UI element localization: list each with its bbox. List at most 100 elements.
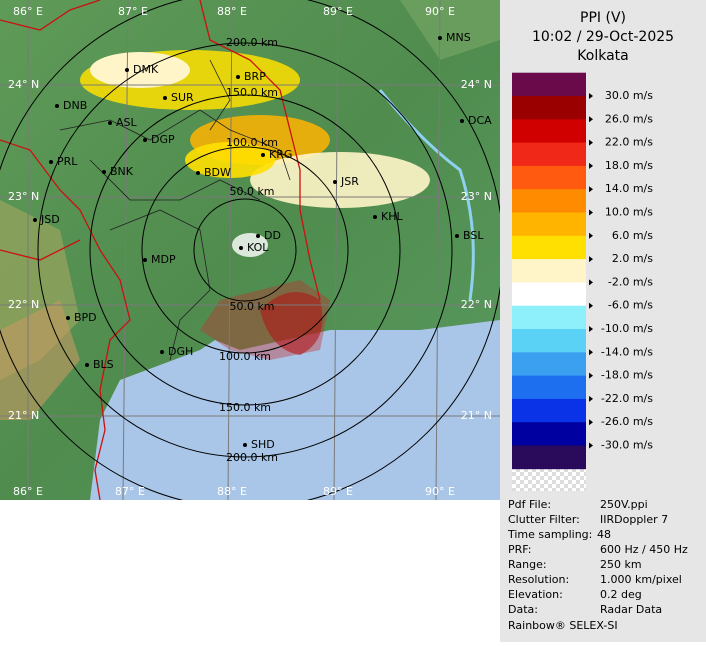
city-label: MNS [446,31,471,44]
city-label: ASL [116,116,138,129]
city-dot [243,443,247,447]
colorbar-swatch [512,305,586,330]
info-label: Range: [508,558,547,571]
city-dot [455,234,459,238]
colorbar-tick [589,442,593,449]
colorbar-tick [589,139,593,146]
lat-label: 24° N [8,78,39,91]
info-value: IIRDoppler 7 [600,513,668,526]
colorbar-label: 18.0 m/s [605,159,653,172]
city-label: BLS [93,358,114,371]
panel-title: PPI (V) [580,10,626,26]
colorbar-label: -10.0 m/s [601,322,653,335]
info-value: Radar Data [600,603,662,616]
info-value: 0.2 deg [600,588,642,601]
lat-label: 21° N [461,409,492,422]
info-value: 600 Hz / 450 Hz [600,543,688,556]
colorbar-swatch [512,142,586,167]
colorbar-tick [589,395,593,402]
city-label: SHD [251,438,275,451]
colorbar-tick [589,232,593,239]
city-dot [239,246,243,250]
panel-site: Kolkata [577,48,628,64]
colorbar-label: -22.0 m/s [601,392,653,405]
colorbar-label: 14.0 m/s [605,182,653,195]
city-label: DD [264,229,281,242]
city-label: DCA [468,114,492,127]
colorbar-label: -30.0 m/s [601,439,653,452]
colorbar-swatch [512,212,586,237]
city-label: BSL [463,229,484,242]
city-label: DGH [168,345,193,358]
city-dot [163,96,167,100]
colorbar-swatch [512,189,586,213]
colorbar-tick [589,372,593,379]
range-label: 100.0 km [219,350,271,363]
info-label: PRF: [508,543,531,556]
lat-label: 22° N [8,298,39,311]
city-label: BPD [74,311,97,324]
city-dot [196,171,200,175]
lon-label: 87° E [118,5,148,18]
colorbar-swatch [512,72,586,97]
city-dot [143,258,147,262]
city-label: DGP [151,133,175,146]
range-label: 150.0 km [219,401,271,414]
info-label: Data: [508,603,538,616]
city-dot [55,104,59,108]
city-dot [373,215,377,219]
colorbar-swatch [512,96,586,120]
lon-label: 89° E [323,5,353,18]
footer: Rainbow® SELEX-SI [508,619,618,632]
city-label: JSD [40,213,60,226]
colorbar-label: 10.0 m/s [605,206,653,219]
colorbar-swatch [512,259,586,283]
city-label: PRL [57,155,78,168]
colorbar-swatch [512,235,586,260]
city-dot [125,68,129,72]
lat-label: 22° N [461,298,492,311]
colorbar-tick [589,419,593,426]
colorbar-swatch [512,329,586,353]
city-dot [261,153,265,157]
colorbar-swatch [512,119,586,143]
city-dot [160,350,164,354]
colorbar-tick [589,302,593,309]
colorbar-swatch [512,375,586,400]
info-value: 48 [597,528,611,541]
info-label: Time sampling: [507,528,592,541]
range-label: 200.0 km [226,36,278,49]
colorbar-label: 30.0 m/s [605,89,653,102]
colorbar-swatch [512,352,586,376]
range-label: 100.0 km [226,136,278,149]
city-dot [143,138,147,142]
city-label: JSR [340,175,359,188]
colorbar-label: -2.0 m/s [608,275,653,288]
city-label: KRG [269,148,292,161]
lon-label: 90° E [425,485,455,498]
city-dot [108,121,112,125]
colorbar-tick [589,116,593,123]
city-dot [102,170,106,174]
colorbar-swatch [512,165,586,190]
city-label: BRP [244,70,266,83]
lat-label: 23° N [8,190,39,203]
city-dot [438,36,442,40]
city-label: BNK [110,165,134,178]
info-label: Clutter Filter: [508,513,580,526]
city-label: DMK [133,63,159,76]
city-label: SUR [171,91,194,104]
colorbar-tick [589,349,593,356]
lon-label: 87° E [115,485,145,498]
colorbar-swatch [512,422,586,446]
city-dot [236,75,240,79]
lon-label: 90° E [425,5,455,18]
lon-label: 88° E [217,5,247,18]
colorbar-tick [589,162,593,169]
lon-label: 86° E [13,5,43,18]
range-label: 50.0 km [229,185,274,198]
city-dot [85,363,89,367]
colorbar-swatch [512,445,586,470]
